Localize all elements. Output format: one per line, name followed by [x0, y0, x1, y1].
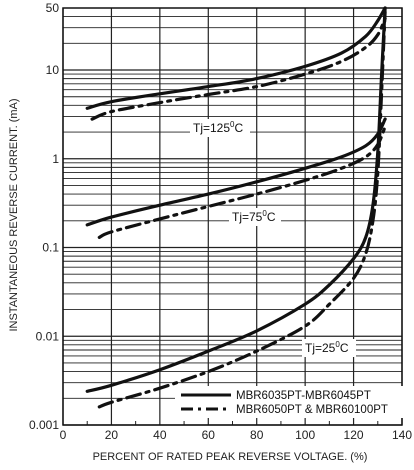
legend-label-dashed: MBR6050PT & MBR60100PT	[236, 404, 388, 416]
legend: MBR6035PT-MBR6045PT MBR6050PT & MBR60100…	[175, 386, 408, 418]
y-tick-label: 0.01	[36, 329, 60, 343]
x-tick-label: 140	[392, 428, 412, 442]
y-tick-label: 10	[46, 63, 60, 77]
y-tick-label: 50	[46, 1, 60, 15]
annotation-tj25-degree: 0	[335, 340, 340, 349]
annotation-tj75-label: Tj=75	[232, 210, 263, 224]
y-tick-labels: 0.001 0.01 0.1 1 10 50	[29, 1, 59, 432]
annotation-tj125-label: Tj=125	[193, 121, 230, 135]
series-line-solid-tj125	[85, 6, 387, 110]
legend-label-solid: MBR6035PT-MBR6045PT	[236, 390, 371, 402]
y-axis-title: INSTANTANEOUS REVERSE CURRENT. (mA)	[8, 98, 20, 331]
annotation-tj25: Tj=250C	[302, 339, 356, 357]
series-layer	[85, 6, 387, 409]
annotation-tj75-unit: C	[267, 210, 276, 224]
annotation-tj125-unit: C	[234, 121, 243, 135]
annotation-tj25-label: Tj=25	[305, 341, 336, 355]
annotation-tj75: Tj=750C	[229, 208, 281, 226]
y-tick-label: 1	[52, 152, 59, 166]
x-tick-label: 100	[295, 428, 315, 442]
svg-text:Tj=250C: Tj=250C	[305, 340, 349, 355]
x-tick-label: 40	[153, 428, 167, 442]
x-tick-labels: 0 20 40 60 80 100 120 140	[60, 428, 413, 442]
svg-text:Tj=1250C: Tj=1250C	[193, 120, 243, 135]
series-line-solid-tj75	[85, 117, 387, 227]
plot-frame	[62, 7, 403, 426]
legend-box	[175, 386, 408, 418]
x-tick-label: 120	[344, 428, 364, 442]
x-tick-label: 80	[250, 428, 264, 442]
y-tick-label: 0.1	[42, 241, 59, 255]
y-tick-label: 0.001	[29, 418, 59, 432]
annotation-tj75-degree: 0	[262, 209, 267, 218]
svg-text:Tj=750C: Tj=750C	[232, 209, 276, 224]
series-line-dashed-tj125	[90, 17, 387, 121]
annotation-tj125: Tj=1250C	[190, 119, 250, 137]
x-tick-label: 60	[202, 428, 216, 442]
annotation-tj25-unit: C	[340, 341, 349, 355]
x-tick-label: 20	[105, 428, 119, 442]
x-tick-label: 0	[60, 428, 67, 442]
series-line-dashed-tj25	[97, 10, 387, 409]
x-axis-title: PERCENT OF RATED PEAK REVERSE VOLTAGE. (…	[93, 451, 368, 463]
annotation-tj125-degree: 0	[230, 120, 235, 129]
series-line-dashed-tj75	[97, 125, 387, 239]
series-line-solid-tj25	[85, 6, 387, 393]
